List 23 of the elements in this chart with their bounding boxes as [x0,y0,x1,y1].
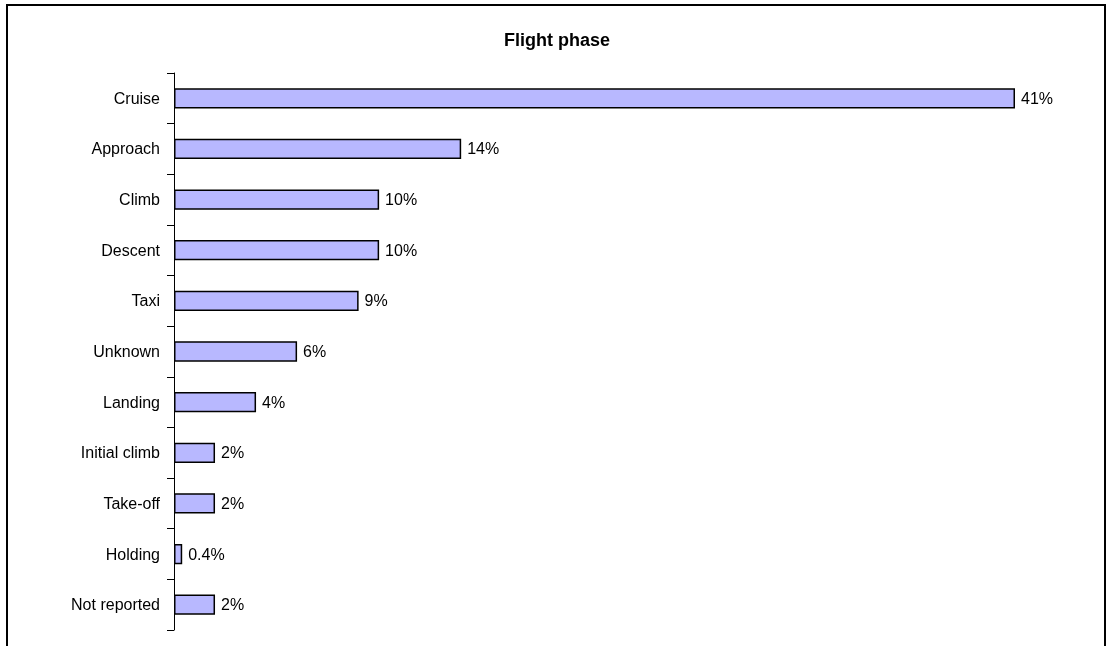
data-label: 14% [467,140,500,158]
data-label: 41% [1021,89,1054,107]
y-tick-label: Initial climb [80,444,161,462]
data-label: 0.4% [188,545,225,563]
y-tick-label: Take-off [103,494,161,512]
y-tick-label: Holding [105,545,160,563]
data-label: 10% [385,241,418,259]
y-tick-label: Unknown [93,343,160,360]
data-label: 2% [221,494,245,512]
data-label: 2% [221,596,245,614]
y-tick-label: Approach [91,140,160,158]
y-tick-label: Cruise [113,89,161,107]
y-tick-label: Not reported [71,596,160,614]
chart-title: Flight phase [503,30,611,50]
y-tick-label: Descent [101,241,161,259]
data-label: 6% [303,343,327,360]
y-tick-label: Taxi [131,292,160,310]
data-label: 10% [385,191,418,209]
data-label: 9% [364,292,388,310]
y-tick-label: Landing [103,393,160,411]
data-label: 4% [262,393,286,411]
y-tick-label: Climb [119,191,161,209]
data-label: 2% [221,444,245,462]
